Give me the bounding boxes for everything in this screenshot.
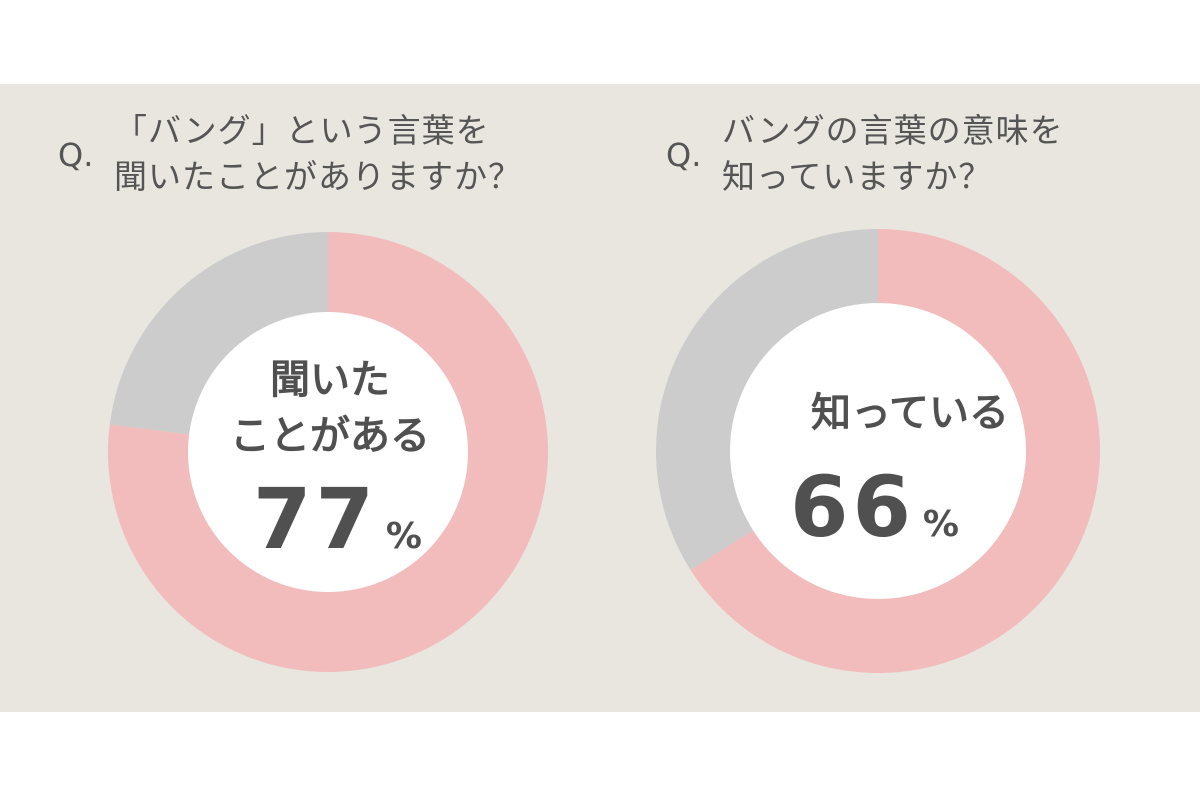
question-line: 聞いたことがありますか？ xyxy=(114,157,522,196)
question-line: 知っていますか？ xyxy=(722,157,993,196)
question-line: バングの言葉の意味を xyxy=(722,111,1064,150)
center-label-heard: 聞いた ことがある xyxy=(170,352,490,464)
question-know: Q. バングの言葉の意味を 知っていますか？ xyxy=(666,108,1064,200)
question-heard: Q. 「バング」という言葉を 聞いたことがありますか？ xyxy=(58,108,522,200)
chart-heard-of-bang: Q. 「バング」という言葉を 聞いたことがありますか？ 聞いた ことがある 77… xyxy=(0,84,600,712)
percent-unit: % xyxy=(385,516,422,557)
donut-chart-heard xyxy=(108,232,548,672)
center-value-heard: 77% xyxy=(253,470,422,568)
donut-chart-know xyxy=(656,229,1100,673)
percent-unit: % xyxy=(922,504,959,545)
center-label-line: 知っている xyxy=(811,390,1009,436)
center-value-know: 66% xyxy=(790,458,959,556)
percentage-value: 66 xyxy=(790,458,915,556)
question-prefix: Q. xyxy=(666,136,702,174)
center-label-know: 知っている xyxy=(750,388,1070,438)
donut-hole xyxy=(188,312,468,592)
center-label-line: ことがある xyxy=(230,413,430,459)
percentage-value: 77 xyxy=(253,470,378,568)
chart-know-meaning: Q. バングの言葉の意味を 知っていますか？ 知っている 66% xyxy=(600,84,1200,712)
question-line: 「バング」という言葉を xyxy=(114,111,490,150)
question-prefix: Q. xyxy=(58,136,94,174)
donut-hole xyxy=(730,303,1026,599)
center-label-line: 聞いた xyxy=(270,357,390,403)
chart-panel: Q. 「バング」という言葉を 聞いたことがありますか？ 聞いた ことがある 77… xyxy=(0,84,1200,712)
